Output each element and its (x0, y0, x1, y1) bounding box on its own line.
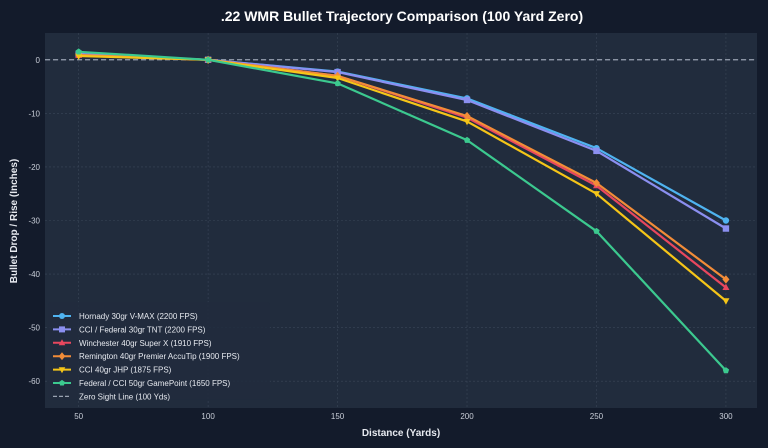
data-point (334, 75, 342, 82)
legend-marker (58, 352, 66, 361)
y-tick-label: -40 (28, 270, 40, 279)
legend-label: CCI / Federal 30gr TNT (2200 FPS) (79, 325, 206, 334)
series-line (78, 50, 727, 372)
series-6 (75, 48, 730, 374)
data-point (463, 96, 471, 104)
data-point (592, 191, 600, 198)
x-tick-label: 200 (460, 412, 474, 421)
legend-label: Remington 40gr Premier AccuTip (1900 FPS… (79, 352, 240, 361)
data-point (722, 225, 730, 232)
data-point (722, 275, 730, 284)
data-point (722, 298, 730, 305)
data-point (463, 136, 471, 143)
legend-marker (58, 367, 66, 374)
data-point (334, 79, 341, 87)
data-point (463, 111, 471, 121)
data-point (592, 178, 600, 188)
series-layer (75, 48, 730, 374)
legend-label: Federal / CCI 50gr GamePoint (1650 FPS) (79, 379, 231, 388)
data-point (75, 53, 83, 60)
y-tick-label: -50 (28, 324, 40, 333)
legend-label: CCI 40gr JHP (1875 FPS) (79, 366, 172, 375)
legend: Hornady 30gr V-MAX (2200 FPS) CCI / Feder… (48, 302, 270, 401)
y-axis-label: Bullet Drop / Rise (Inches) (9, 159, 20, 283)
y-tick-label: -10 (28, 109, 40, 118)
legend-marker (59, 379, 65, 386)
data-point (463, 118, 471, 126)
legend-marker (58, 339, 66, 346)
legend-label: Hornady 30gr V-MAX (2200 FPS) (79, 312, 198, 321)
data-point (722, 283, 730, 291)
y-tick-label: -20 (28, 163, 40, 172)
data-point (722, 217, 730, 224)
legend-marker (59, 326, 65, 333)
y-tick-label: 0 (36, 56, 41, 65)
data-point (722, 367, 730, 374)
legend-marker (59, 313, 65, 319)
legend-background (48, 302, 270, 400)
data-point (75, 48, 82, 55)
x-tick-label: 250 (590, 412, 604, 421)
data-point (593, 227, 600, 234)
x-tick-label: 300 (719, 412, 733, 421)
x-tick-label: 50 (74, 412, 83, 421)
data-point (204, 56, 212, 63)
legend-label: Zero Sight Line (100 Yds) (79, 392, 170, 401)
x-axis-label: Distance (Yards) (362, 428, 440, 439)
legend-label: Winchester 40gr Super X (1910 FPS) (79, 339, 212, 348)
data-point (593, 147, 600, 155)
chart-title: .22 WMR Bullet Trajectory Comparison (10… (221, 8, 583, 24)
x-tick-label: 100 (201, 412, 215, 421)
y-tick-label: -30 (28, 217, 40, 226)
x-tick-label: 150 (331, 412, 345, 421)
axis-layer: 50 100 150 200 250 300 0 -10 -20 -30 -40 -50 -60 (28, 56, 733, 421)
y-tick-label: -60 (28, 377, 40, 386)
